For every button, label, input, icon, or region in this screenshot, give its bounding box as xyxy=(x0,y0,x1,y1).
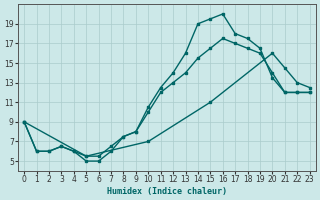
X-axis label: Humidex (Indice chaleur): Humidex (Indice chaleur) xyxy=(107,187,227,196)
